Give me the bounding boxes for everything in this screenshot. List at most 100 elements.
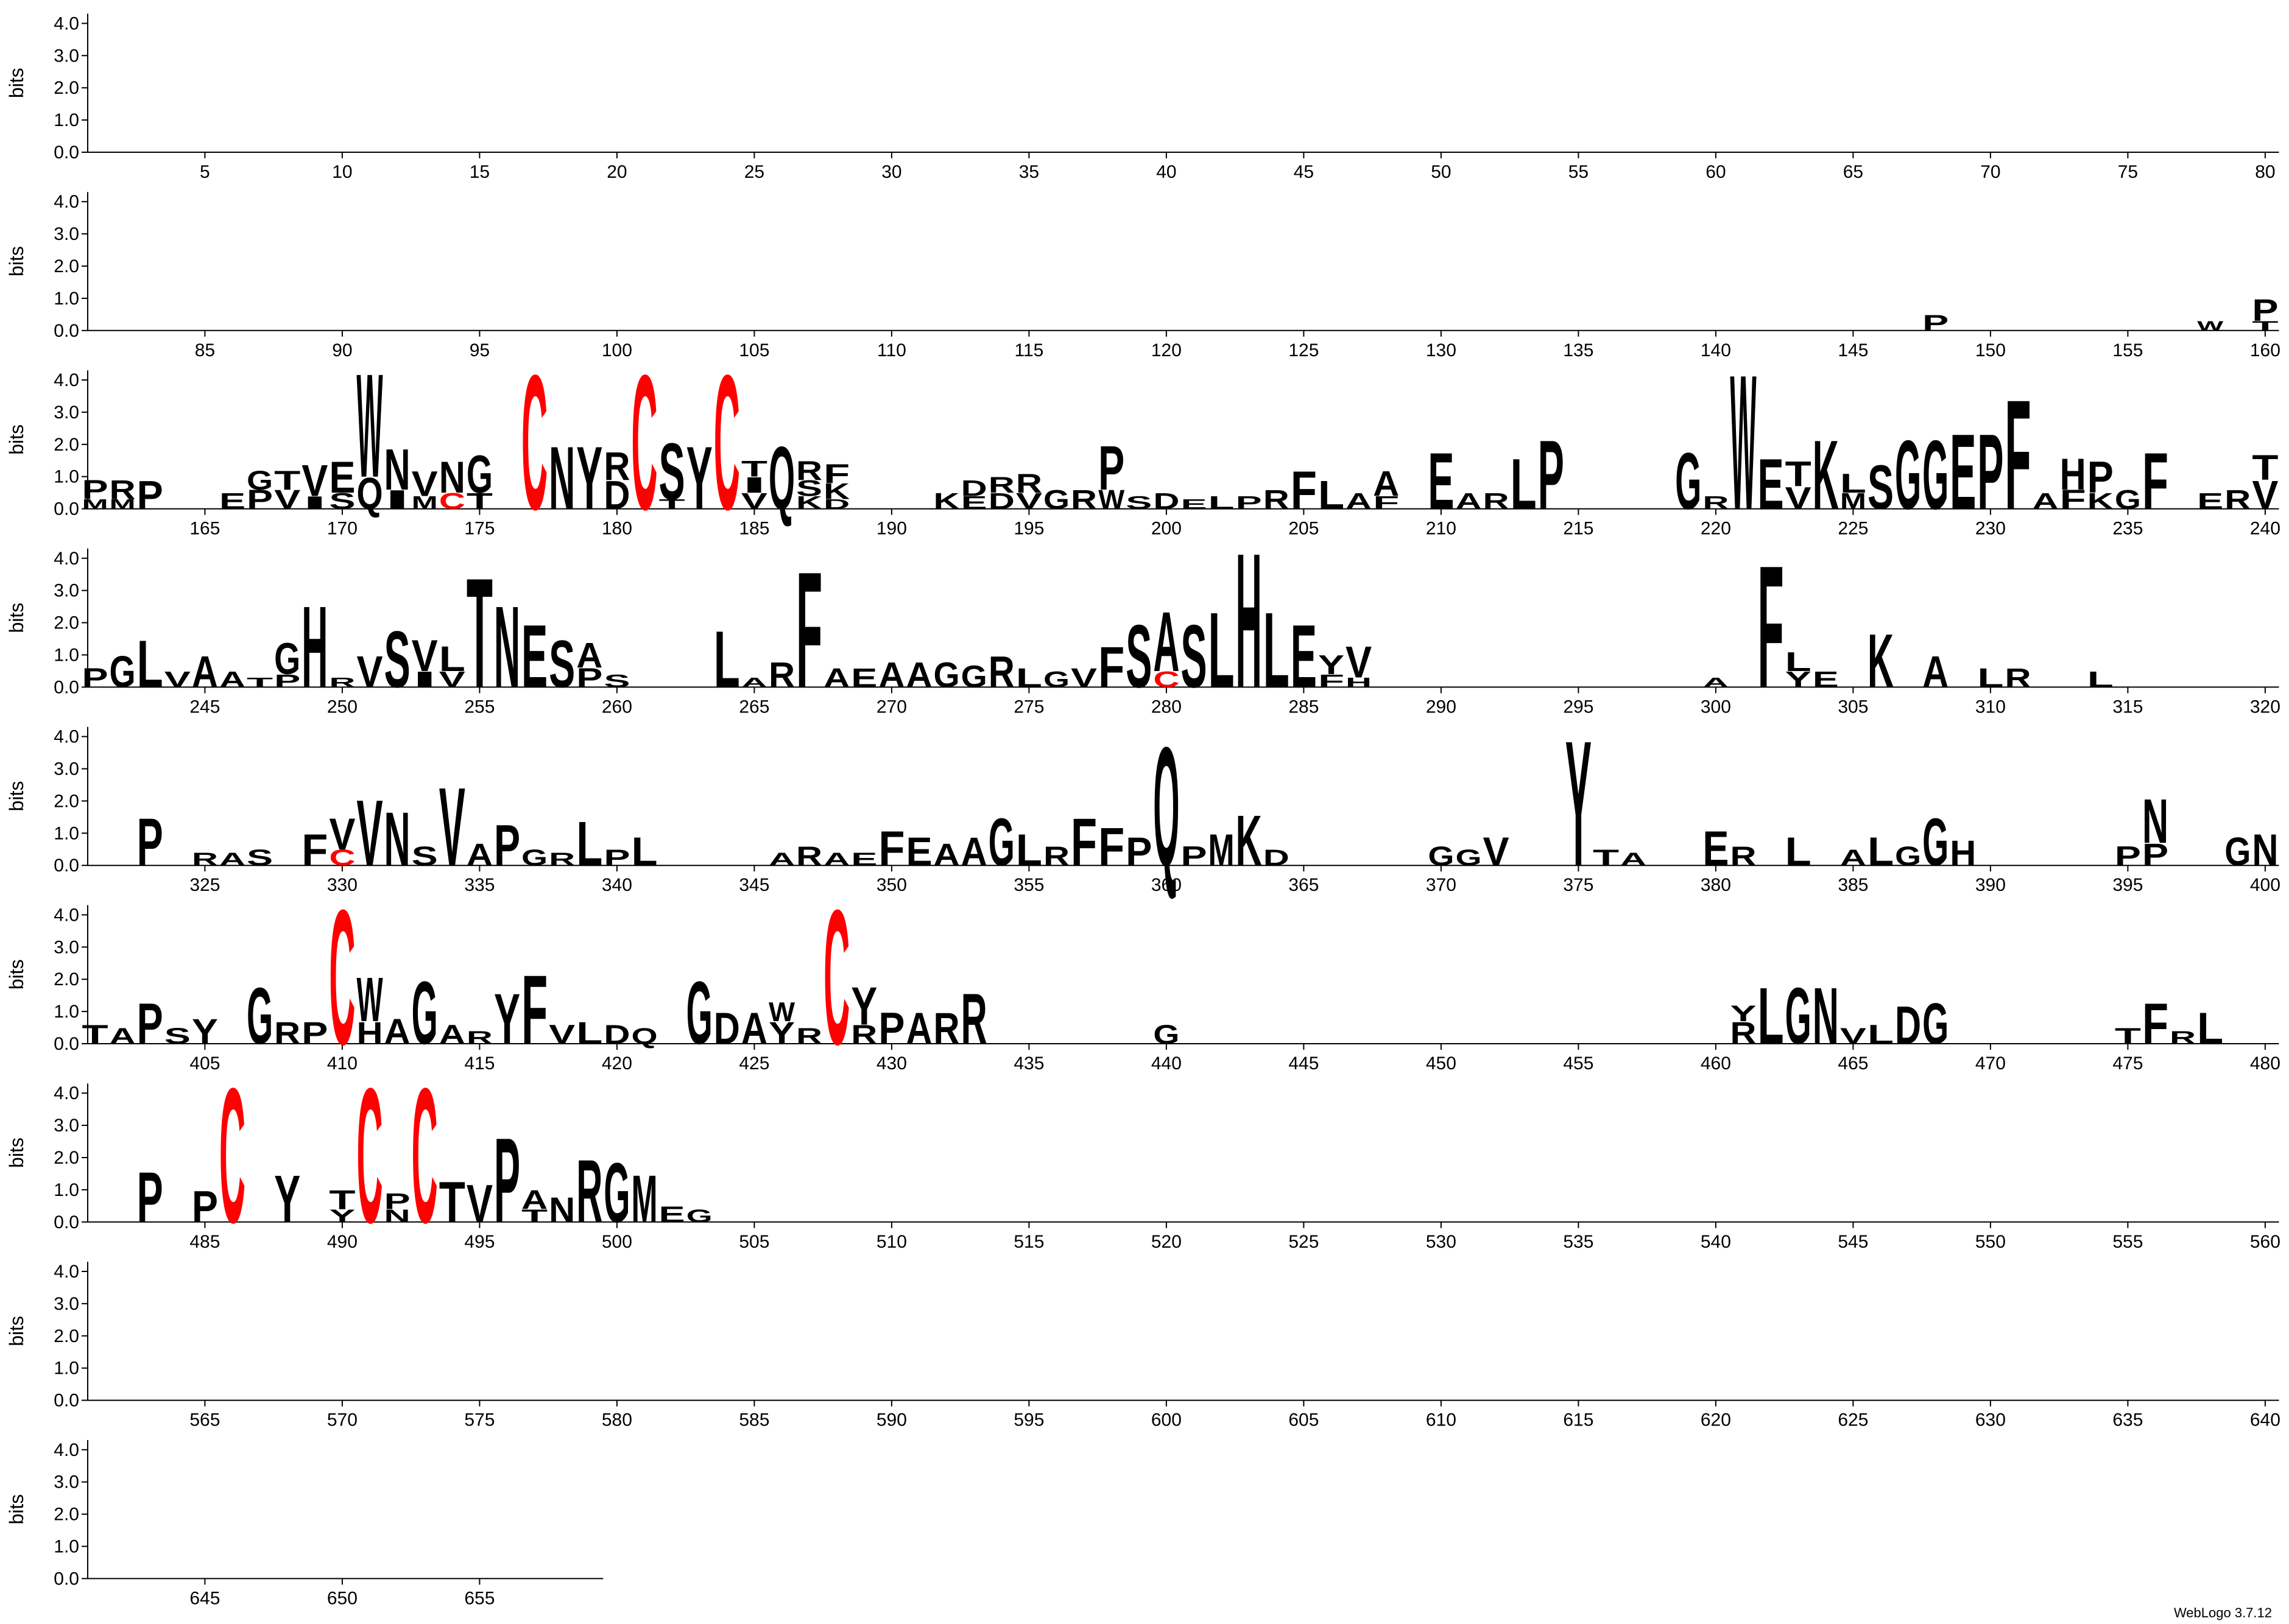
logo-letter: N [384, 437, 411, 502]
x-tick-label: 280 [1151, 697, 1182, 717]
x-tick-label: 345 [739, 875, 769, 895]
logo-letter: A [934, 837, 960, 873]
x-tick-label: 580 [602, 1410, 632, 1430]
logo-letter: K [1868, 619, 1894, 703]
logo-letter: P [1236, 493, 1262, 513]
x-tick-label: 335 [464, 875, 495, 895]
x-tick-label: 25 [744, 162, 764, 182]
x-tick-label: 225 [1838, 519, 1868, 539]
logo-letter: Y [1318, 650, 1344, 680]
logo-letter: Y [1785, 667, 1811, 692]
logo-letter: F [2142, 436, 2168, 526]
logo-letter: W [1098, 485, 1124, 515]
x-tick-label: 20 [607, 162, 627, 182]
logo-letter: T [82, 1020, 108, 1050]
logo-letter: G [604, 1145, 630, 1240]
logo-letter: R [1730, 842, 1756, 871]
logo-letter: V [1785, 480, 1811, 516]
x-tick-label: 430 [876, 1053, 907, 1074]
logo-letter: A [521, 1185, 548, 1215]
footer: WebLogo 3.7.12 [2174, 1605, 2272, 1620]
logo-letter: H [1950, 834, 1976, 873]
logo-letter: E [1180, 497, 1207, 512]
logo-letter: L [714, 614, 740, 705]
logo-letter: G [247, 465, 273, 495]
x-tick-label: 625 [1838, 1410, 1868, 1430]
logo-letter: T [439, 1169, 465, 1234]
logo-letter: N [2252, 825, 2278, 875]
logo-letter: P [1538, 420, 1564, 530]
x-tick-label: 80 [2255, 162, 2275, 182]
logo-letter: A [1620, 849, 1646, 869]
logo-letter: C [356, 1048, 383, 1263]
logo-letter: F [1071, 806, 1097, 881]
logo-letter: D [1263, 845, 1289, 870]
logo-letter: V [1483, 829, 1509, 874]
x-tick-label: 320 [2250, 697, 2280, 717]
x-tick-label: 480 [2250, 1053, 2280, 1074]
logo-letter: A [1373, 464, 1399, 504]
logo-letter: P [82, 663, 108, 693]
logo-letter: L [2197, 1004, 2223, 1053]
logo-letter: H [356, 1015, 383, 1050]
logo-letter: A [741, 1004, 767, 1053]
logo-letter: R [329, 675, 355, 691]
logo-letter: A [1153, 594, 1179, 689]
x-tick-label: 125 [1288, 340, 1319, 360]
x-tick-label: 230 [1975, 519, 2006, 539]
x-tick-label: 520 [1151, 1232, 1182, 1252]
logo-letter: T [2252, 318, 2278, 334]
logo-letter: R [796, 456, 822, 486]
y-tick-label: 4.0 [54, 1083, 79, 1103]
logo-letter: Y [686, 427, 713, 528]
logo-letter: N [2142, 787, 2168, 857]
logo-letter: P [137, 806, 163, 881]
x-tick-label: 50 [1431, 162, 1451, 182]
logo-letter: G [989, 806, 1015, 881]
logo-letter: R [2224, 485, 2251, 515]
logo-letter: G [1785, 971, 1811, 1061]
x-tick-label: 340 [602, 875, 632, 895]
logo-letter: A [741, 675, 767, 691]
y-tick-label: 2.0 [54, 435, 79, 455]
logo-letter: S [549, 627, 575, 702]
logo-letter: A [906, 655, 932, 695]
x-tick-label: 405 [189, 1053, 220, 1074]
logo-letter: P [878, 1004, 905, 1053]
y-tick-label: 4.0 [54, 192, 79, 212]
logo-letter: P [137, 991, 163, 1056]
logo-letter: R [274, 1015, 300, 1050]
logo-letter: G [247, 971, 273, 1061]
logo-letter: A [1922, 647, 1949, 697]
x-tick-label: 90 [332, 340, 352, 360]
logo-letter: K [934, 488, 960, 513]
logo-letter: S [164, 1024, 191, 1049]
logo-letter: W [769, 997, 795, 1027]
y-axis-label: bits [5, 781, 27, 812]
logo-letter: R [769, 655, 795, 695]
x-tick-label: 610 [1426, 1410, 1456, 1430]
x-tick-label: 270 [876, 697, 907, 717]
logo-letter: P [1180, 842, 1207, 871]
y-tick-label: 4.0 [54, 727, 79, 747]
x-tick-label: 55 [1568, 162, 1589, 182]
x-tick-label: 255 [464, 697, 495, 717]
y-tick-label: 3.0 [54, 1116, 79, 1136]
logo-letter: R [961, 979, 987, 1059]
logo-letter: L [1016, 825, 1042, 875]
logo-letter: M [1208, 825, 1235, 875]
logo-letter: E [1291, 606, 1317, 706]
logo-letter: N [384, 797, 411, 882]
x-tick-label: 285 [1288, 697, 1319, 717]
logo-letter: H [2060, 449, 2086, 499]
x-tick-label: 200 [1151, 519, 1182, 539]
logo-letter: V [1840, 1024, 1866, 1049]
logo-letter: E [1950, 412, 1976, 532]
y-tick-label: 1.0 [54, 1537, 79, 1557]
x-tick-label: 115 [1014, 340, 1043, 360]
x-tick-label: 355 [1014, 875, 1044, 895]
logo-letter: I [412, 667, 438, 692]
y-tick-label: 2.0 [54, 1326, 79, 1346]
logo-letter: R [851, 1020, 877, 1050]
y-tick-label: 1.0 [54, 1002, 79, 1022]
